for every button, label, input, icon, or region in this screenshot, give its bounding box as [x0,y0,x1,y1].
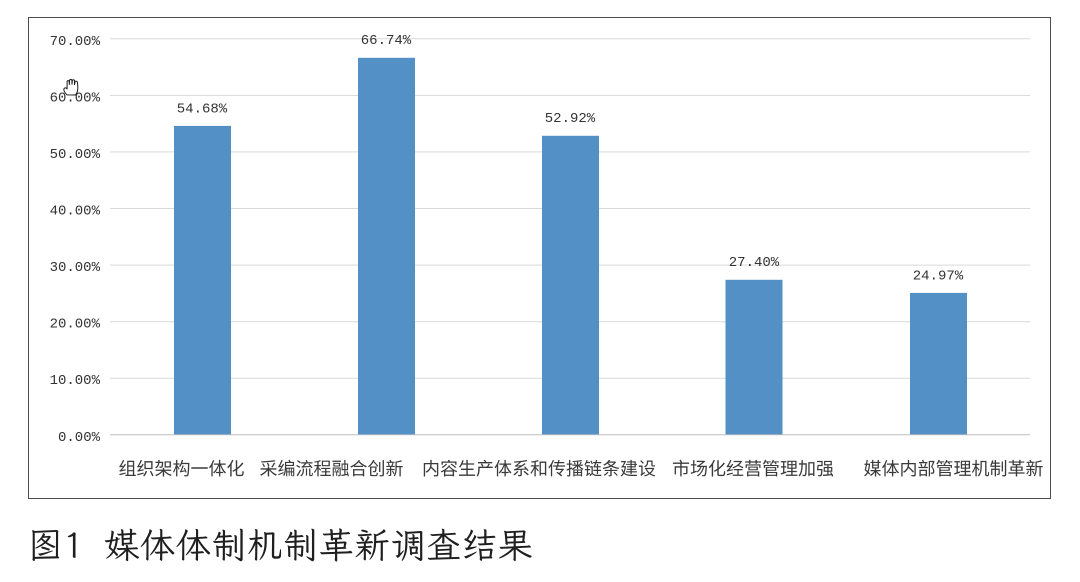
svg-text:70.00%: 70.00% [50,34,101,50]
svg-text:0.00%: 0.00% [58,430,101,446]
svg-text:20.00%: 20.00% [50,317,101,333]
svg-text:50.00%: 50.00% [50,147,101,163]
svg-text:24.97%: 24.97% [913,268,964,284]
svg-text:54.68%: 54.68% [177,101,228,117]
svg-text:60.00%: 60.00% [50,90,101,106]
svg-text:66.74%: 66.74% [361,33,412,49]
svg-text:30.00%: 30.00% [50,260,101,276]
svg-text:40.00%: 40.00% [50,204,101,220]
svg-text:10.00%: 10.00% [50,373,101,389]
svg-text:27.40%: 27.40% [729,255,780,271]
svg-text:52.92%: 52.92% [545,111,596,127]
